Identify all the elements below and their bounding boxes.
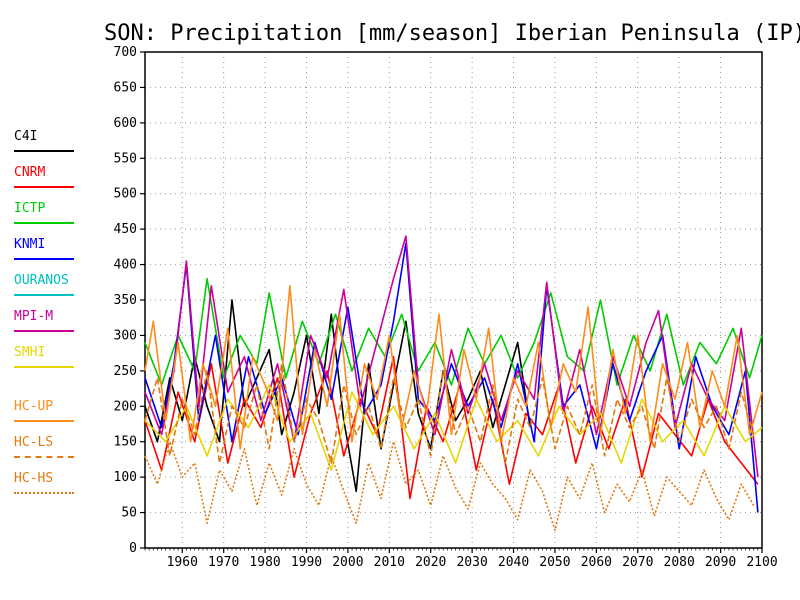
y-tick-label: 300 [114,328,137,343]
legend-swatch-ictp [14,222,74,224]
series-line-smhi [144,384,763,471]
legend-label-knmi: KNMI [14,237,46,252]
legend-label-cnrm: CNRM [14,165,46,180]
y-tick-label: 350 [114,293,137,308]
series-line-knmi [144,242,759,513]
x-tick-label: 2100 [746,555,777,570]
legend-label-hc-up: HC-UP [14,399,54,414]
legend-swatch-ouranos [14,294,74,296]
legend-label-ouranos: OURANOS [14,273,69,288]
legend-swatch-knmi [14,258,74,260]
x-tick-label: 2090 [705,555,736,570]
legend-item-hc-hs: HC-HS [14,472,124,508]
y-tick-label: 650 [114,80,137,95]
y-tick-label: 50 [121,506,137,521]
legend-swatch-smhi [14,366,74,368]
legend: C4I CNRM ICTP KNMI OURANOS MPI-M SMHI HC… [14,130,124,508]
legend-label-ictp: ICTP [14,201,46,216]
series-line-cnrm [144,355,759,500]
x-tick-label: 1960 [167,555,198,570]
legend-item-hc-up: HC-UP [14,400,124,436]
x-tick-label: 2010 [374,555,405,570]
y-tick-label: 600 [114,116,137,131]
legend-swatch-hc-ls [14,456,74,458]
x-tick-label: 1970 [208,555,239,570]
y-tick-label: 0 [129,541,137,556]
legend-item-c4i: C4I [14,130,124,166]
legend-swatch-hc-up [14,420,74,422]
legend-item-mpi-m: MPI-M [14,310,124,346]
chart-title: SON: Precipitation [mm/season] Iberian P… [104,21,800,46]
axes: 0 50 100 150 200 250 300 350 400 450 500 550 600 650 7… [114,45,778,570]
legend-item-hc-ls: HC-LS [14,436,124,472]
y-tick-label: 700 [114,45,137,60]
legend-item-ictp: ICTP [14,202,124,238]
series-line-hc-hs [144,440,755,532]
legend-label-smhi: SMHI [14,345,46,360]
series-line-mpi-m [144,235,759,478]
x-tick-label: 1990 [291,555,322,570]
legend-item-cnrm: CNRM [14,166,124,202]
legend-item-knmi: KNMI [14,238,124,274]
y-tick-label: 200 [114,399,137,414]
legend-swatch-cnrm [14,186,74,188]
legend-item-smhi: SMHI [14,346,124,382]
x-tick-label: 2080 [664,555,695,570]
x-tick-label: 2050 [539,555,570,570]
x-tick-label: 2060 [581,555,612,570]
y-tick-label: 400 [114,258,137,273]
x-tick-label: 1980 [249,555,280,570]
series-line-hc-up [144,284,763,450]
y-tick-label: 150 [114,435,137,450]
legend-label-hc-ls: HC-LS [14,435,54,450]
y-tick-label: 550 [114,151,137,166]
y-tick-label: 250 [114,364,137,379]
legend-item-ouranos: OURANOS [14,274,124,310]
legend-swatch-hc-hs [14,492,74,494]
series-lines [144,235,763,532]
legend-label-hc-hs: HC-HS [14,471,54,486]
y-tick-label: 450 [114,222,137,237]
legend-label-c4i: C4I [14,129,38,144]
x-tick-label: 2030 [456,555,487,570]
x-tick-label: 2020 [415,555,446,570]
y-tick-label: 500 [114,187,137,202]
x-tick-label: 2000 [332,555,363,570]
legend-label-mpi-m: MPI-M [14,309,54,324]
series-line-hc-ls [144,362,755,464]
x-tick-label: 2040 [498,555,529,570]
grid-lines [145,52,762,548]
x-tick-label: 2070 [622,555,653,570]
legend-swatch-c4i [14,150,74,152]
plot-frame [144,51,763,549]
legend-swatch-mpi-m [14,330,74,332]
y-tick-label: 100 [114,470,137,485]
